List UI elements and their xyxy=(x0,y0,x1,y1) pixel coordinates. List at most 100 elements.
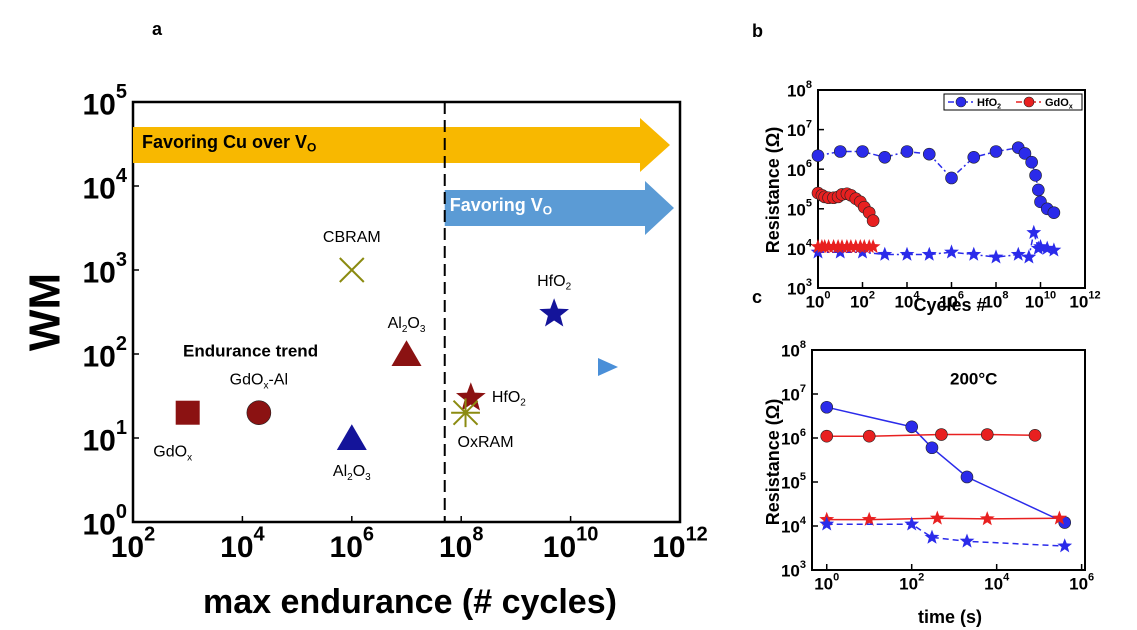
x-tick-label-part: 2 xyxy=(918,572,924,584)
marker xyxy=(865,239,881,254)
x-tick-label-part: 10 xyxy=(576,524,598,546)
y-tick-label: 104 xyxy=(787,237,813,259)
x-tick-label-part: 10 xyxy=(652,531,685,564)
marker xyxy=(1032,183,1045,197)
annotation-part: O xyxy=(543,204,552,218)
y-tick-label: 103 xyxy=(83,249,128,289)
marker xyxy=(1021,249,1037,264)
marker xyxy=(820,429,834,443)
marker xyxy=(980,428,994,441)
x-tick-label-part: 2 xyxy=(869,290,875,302)
x-tick-label-part: 10 xyxy=(1044,290,1056,302)
y-tick-label: 107 xyxy=(787,118,812,140)
y-tick-label-part: 6 xyxy=(800,427,806,439)
x-tick-label: 108 xyxy=(983,290,1008,312)
x-tick-label: 1010 xyxy=(543,524,599,564)
marker xyxy=(175,400,200,425)
x-tick-label: 100 xyxy=(814,572,839,594)
y-tick-label-part: 10 xyxy=(781,430,800,449)
marker xyxy=(539,298,569,327)
y-tick-label-part: 10 xyxy=(787,161,806,180)
x-tick-label-part: 8 xyxy=(1002,290,1008,302)
series-line xyxy=(826,523,1065,547)
marker xyxy=(819,516,835,531)
annotation-part: Favoring Cu over V xyxy=(142,132,307,152)
y-tick-label: 107 xyxy=(781,383,806,405)
y-tick-label-part: 5 xyxy=(116,81,127,103)
y-tick-label-part: 10 xyxy=(787,280,806,299)
y-tick-label: 104 xyxy=(781,515,807,537)
y-tick-label: 102 xyxy=(83,333,128,373)
y-tick-label-part: 10 xyxy=(83,88,116,121)
x-tick-label: 102 xyxy=(899,572,924,594)
point-label: Al2O3 xyxy=(388,315,426,334)
marker xyxy=(820,400,834,414)
series-line xyxy=(826,433,1036,437)
marker xyxy=(922,147,936,161)
x-tick-label: 104 xyxy=(220,524,265,564)
y-tick-label-part: 10 xyxy=(83,508,116,541)
marker xyxy=(944,244,959,259)
marker xyxy=(1029,169,1042,182)
marker xyxy=(905,420,919,434)
arrow-cu xyxy=(133,118,670,172)
marker xyxy=(988,249,1004,264)
marker xyxy=(339,257,365,283)
x-tick-label: 106 xyxy=(939,290,964,312)
y-tick-label-part: 3 xyxy=(800,559,806,571)
annotation-part: O xyxy=(307,141,316,155)
x-tick-label-part: 8 xyxy=(472,524,483,546)
x-tick-label-part: 10 xyxy=(330,531,363,564)
y-tick-label-part: 10 xyxy=(83,424,116,457)
point-label-part: HfO xyxy=(537,273,565,290)
y-tick-label: 108 xyxy=(781,339,806,361)
x-tick-label-part: 6 xyxy=(1088,572,1094,584)
y-tick-label-part: 10 xyxy=(781,562,800,581)
y-tick-label-part: 7 xyxy=(806,118,812,130)
point-label: HfO2 xyxy=(537,273,571,292)
x-axis-label: Cycles # xyxy=(913,295,986,315)
marker xyxy=(935,428,948,441)
marker xyxy=(833,145,847,158)
marker xyxy=(1025,155,1038,169)
point-label-part: 2 xyxy=(566,281,572,292)
marker xyxy=(861,511,877,526)
x-axis-label: time (s) xyxy=(918,607,982,627)
y-tick-label: 106 xyxy=(787,158,812,180)
legend-label: HfO2 xyxy=(977,97,1001,110)
legend-label-part: 2 xyxy=(997,103,1001,110)
y-tick-label-part: 8 xyxy=(800,339,806,351)
marker xyxy=(856,145,869,158)
x-axis-label: max endurance (# cycles) xyxy=(203,583,617,621)
y-tick-label-part: 5 xyxy=(800,471,806,483)
plot-frame xyxy=(811,349,1086,571)
y-tick-label-part: 10 xyxy=(781,342,800,361)
legend-label: GdOx xyxy=(1045,97,1073,110)
x-tick-label: 104 xyxy=(984,572,1010,594)
y-tick-label-part: 10 xyxy=(83,172,116,205)
point-label-part: 2 xyxy=(402,323,408,334)
marker xyxy=(456,382,486,411)
y-tick-label: 103 xyxy=(781,559,806,581)
marker xyxy=(878,150,892,164)
legend-box xyxy=(943,93,1083,111)
x-tick-label: 1012 xyxy=(652,524,708,564)
y-tick-label-part: 4 xyxy=(800,515,807,527)
series-line xyxy=(826,517,1060,521)
point-label: OxRAM xyxy=(458,434,514,451)
marker xyxy=(811,149,825,162)
y-tick-label: 106 xyxy=(781,427,806,449)
marker xyxy=(904,516,920,531)
y-tick-label-part: 10 xyxy=(83,256,116,289)
marker xyxy=(945,171,958,185)
marker xyxy=(1010,246,1026,261)
annotation: Favoring VO xyxy=(450,195,552,218)
x-tick-label-part: 10 xyxy=(805,293,824,312)
x-tick-label-part: 10 xyxy=(983,293,1002,312)
marker xyxy=(955,96,967,108)
y-tick-label-part: 10 xyxy=(787,122,806,141)
marker xyxy=(924,529,940,544)
x-tick-label-part: 6 xyxy=(958,290,964,302)
marker xyxy=(877,246,893,261)
arrow-vo xyxy=(444,181,674,235)
